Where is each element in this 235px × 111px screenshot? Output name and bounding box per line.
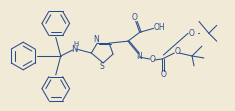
Text: N: N — [136, 53, 142, 61]
Text: S: S — [100, 62, 105, 71]
Text: O: O — [161, 70, 166, 79]
Text: OH: OH — [154, 23, 165, 32]
Text: O: O — [189, 29, 195, 38]
Text: N: N — [71, 45, 78, 54]
Text: O: O — [174, 47, 180, 56]
Text: H: H — [73, 41, 78, 47]
Text: N: N — [93, 35, 99, 44]
Text: O: O — [150, 55, 156, 64]
Text: O: O — [132, 13, 138, 22]
